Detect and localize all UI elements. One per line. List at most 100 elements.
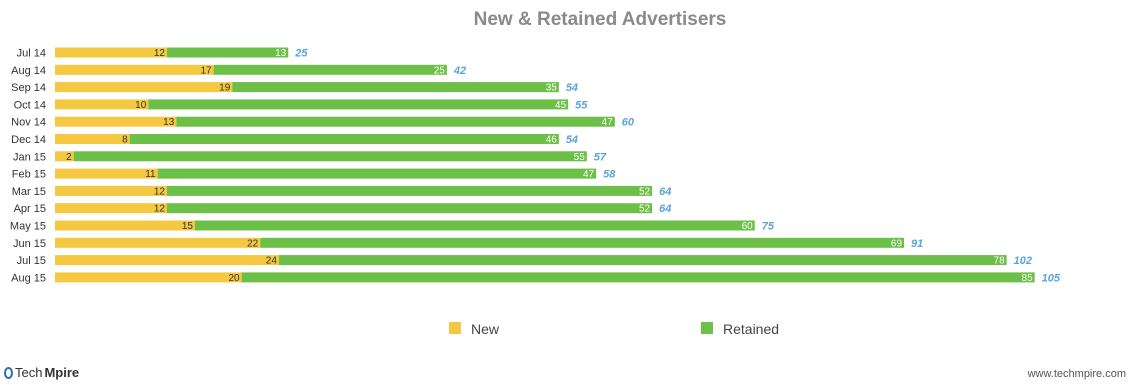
- bar-retained: [148, 99, 569, 110]
- bar-new: [55, 134, 130, 144]
- value-label-total: 55: [575, 99, 588, 111]
- category-label: Jul 14: [17, 48, 46, 60]
- value-label-bg-new: [160, 117, 177, 127]
- value-label-total: 102: [1014, 255, 1032, 267]
- legend-label-new: New: [471, 321, 500, 337]
- value-label-total: 54: [566, 82, 578, 94]
- bar-new: [55, 82, 233, 93]
- category-label: Oct 14: [14, 99, 46, 111]
- value-label-retained: 85: [1022, 273, 1034, 284]
- legend-swatch-retained: [701, 322, 713, 334]
- bar-retained: [166, 185, 653, 196]
- bar-new: [55, 47, 167, 58]
- value-label-retained: 60: [742, 221, 754, 232]
- value-label-retained: 46: [546, 135, 558, 146]
- value-label-total: 42: [453, 65, 466, 77]
- value-label-bg-new: [150, 48, 167, 57]
- value-label-bg-new: [225, 272, 242, 282]
- value-label-new: 24: [266, 256, 278, 267]
- bar-retained: [232, 82, 559, 93]
- bar-new: [55, 64, 214, 75]
- category-label: Sep 14: [11, 82, 46, 94]
- bar-new: [55, 116, 177, 127]
- value-label-bg-new: [150, 186, 167, 196]
- value-label-bg-new: [132, 99, 149, 109]
- category-label: Jun 15: [13, 238, 46, 250]
- brand-logo: Tech Mpire: [4, 365, 79, 380]
- category-label: May 15: [10, 221, 46, 233]
- value-label-retained: 69: [891, 238, 903, 249]
- value-label-retained: 45: [555, 100, 567, 111]
- bar-retained: [166, 47, 289, 58]
- value-label-retained: 25: [434, 65, 446, 76]
- value-label-total: 64: [659, 203, 671, 215]
- value-label-new: 12: [154, 204, 166, 215]
- bar-new: [55, 220, 195, 231]
- bar-retained: [194, 220, 755, 231]
- bar-new: [55, 168, 158, 179]
- value-label-total: 60: [622, 117, 635, 129]
- value-label-new: 20: [228, 273, 240, 284]
- bar-new: [55, 255, 279, 266]
- value-label-new: 13: [163, 117, 175, 128]
- legend: New Retained: [449, 321, 779, 337]
- value-label-bg-new: [216, 82, 233, 92]
- value-label-retained: 52: [639, 204, 651, 215]
- value-label-bg-new: [262, 255, 279, 265]
- bar-new: [55, 237, 261, 248]
- chart-title: New & Retained Advertisers: [474, 9, 727, 30]
- value-label-total: 105: [1042, 272, 1061, 284]
- category-label: Feb 15: [12, 169, 46, 181]
- bar-retained: [278, 255, 1007, 266]
- value-label-new: 2: [66, 152, 72, 163]
- legend-swatch-new: [449, 322, 461, 334]
- value-label-total: 58: [603, 169, 616, 181]
- value-label-retained: 13: [275, 48, 287, 59]
- value-label-new: 22: [247, 238, 259, 249]
- bar-new: [55, 203, 167, 214]
- value-label-bg-new: [119, 134, 130, 144]
- category-label: Aug 15: [11, 272, 46, 284]
- value-label-new: 17: [200, 65, 212, 76]
- bar-retained: [241, 272, 1035, 283]
- value-label-bg-new: [197, 65, 214, 75]
- bar-new: [55, 272, 242, 283]
- value-label-new: 12: [154, 48, 166, 59]
- value-label-bg-new: [150, 203, 167, 213]
- website-url: www.techmpire.com: [1027, 368, 1126, 380]
- category-label: Nov 14: [11, 117, 46, 129]
- value-label-retained: 52: [639, 186, 651, 197]
- value-label-retained: 78: [994, 256, 1006, 267]
- value-label-bg-new: [178, 221, 195, 230]
- legend-label-retained: Retained: [723, 321, 779, 337]
- value-label-retained: 47: [583, 169, 595, 180]
- category-label: Mar 15: [12, 186, 46, 198]
- value-label-new: 10: [135, 100, 147, 111]
- category-label: Aug 14: [11, 65, 46, 77]
- category-label: Apr 15: [14, 203, 46, 215]
- brand-name-light: Tech: [15, 365, 43, 380]
- value-label-total: 91: [911, 238, 923, 250]
- value-label-retained: 35: [546, 83, 558, 94]
- bar-new: [55, 185, 167, 196]
- category-label: Jul 15: [17, 255, 46, 267]
- bar-new: [55, 99, 149, 110]
- value-label-total: 64: [659, 186, 671, 198]
- value-label-new: 12: [154, 186, 166, 197]
- value-label-total: 25: [294, 48, 308, 60]
- bar-retained: [157, 168, 597, 179]
- bar-retained: [166, 203, 653, 214]
- value-label-total: 54: [566, 134, 578, 146]
- bar-retained: [213, 64, 447, 75]
- value-label-retained: 47: [602, 117, 614, 128]
- bar-retained: [73, 151, 587, 162]
- bar-retained: [176, 116, 615, 127]
- bar-retained: [260, 237, 905, 248]
- value-label-total: 57: [594, 151, 607, 163]
- category-label: Dec 14: [11, 134, 46, 146]
- value-label-new: 11: [145, 169, 156, 180]
- value-label-retained: 55: [574, 152, 586, 163]
- value-label-new: 8: [122, 135, 128, 146]
- chart: New & Retained Advertisers Jul 14 12 13 25 A…: [10, 9, 1061, 337]
- value-label-bg-new: [244, 238, 261, 248]
